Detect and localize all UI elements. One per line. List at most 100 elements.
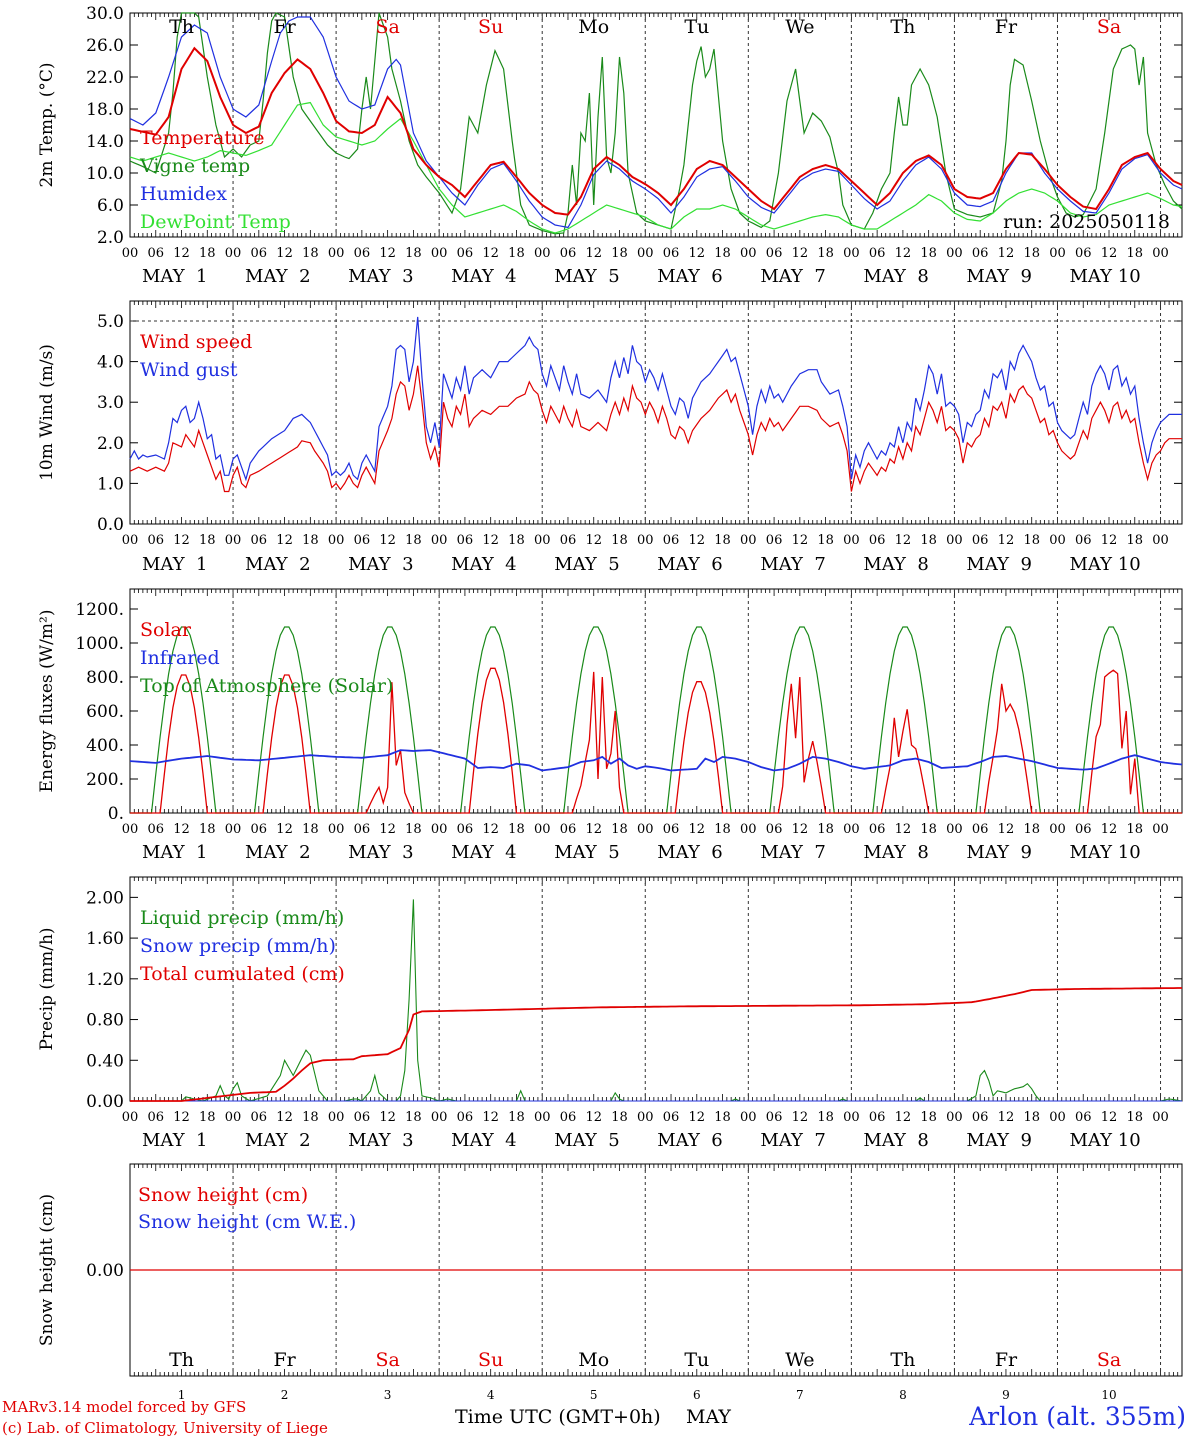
hour-label: 18 <box>405 1110 422 1125</box>
hour-label: 12 <box>689 1110 706 1125</box>
weekday-label: We <box>785 16 814 38</box>
hour-label: 00 <box>534 246 551 261</box>
day-label: MAY 10 <box>1069 842 1140 863</box>
hour-label: 12 <box>585 533 602 548</box>
hour-label: 00 <box>1049 246 1066 261</box>
hour-label: 06 <box>869 1110 886 1125</box>
weekday-label: Tu <box>684 1349 709 1371</box>
hour-label: 00 <box>1152 822 1169 837</box>
day-number: 7 <box>796 1388 804 1402</box>
y-tick-label: 0.00 <box>86 1092 124 1112</box>
day-label: MAY 7 <box>760 554 825 575</box>
hour-label: 18 <box>1023 822 1040 837</box>
hour-label: 12 <box>379 1110 396 1125</box>
legend-snow-precip-mm-h-: Snow precip (mm/h) <box>140 935 336 957</box>
hour-label: 00 <box>534 822 551 837</box>
hour-label: 12 <box>792 533 809 548</box>
hour-label: 12 <box>689 822 706 837</box>
day-label: MAY 5 <box>554 842 619 863</box>
hour-label: 00 <box>1152 246 1169 261</box>
hour-label: 06 <box>869 246 886 261</box>
weekday-label: Th <box>890 16 915 38</box>
hour-label: 00 <box>843 822 860 837</box>
hour-label: 00 <box>740 533 757 548</box>
day-label: MAY 10 <box>1069 1130 1140 1151</box>
weekday-label: Tu <box>684 16 709 38</box>
hour-label: 18 <box>714 1110 731 1125</box>
hour-label: 12 <box>689 246 706 261</box>
hour-label: 12 <box>998 246 1015 261</box>
day-label: MAY 3 <box>348 554 413 575</box>
y-tick-label: 1.0 <box>97 474 124 494</box>
day-number: 4 <box>487 1388 495 1402</box>
hour-label: 12 <box>482 1110 499 1125</box>
hour-label: 06 <box>663 822 680 837</box>
hour-label: 00 <box>1152 1110 1169 1125</box>
hour-label: 12 <box>276 246 293 261</box>
day-label: MAY 6 <box>657 842 722 863</box>
weekday-label: Su <box>478 1349 503 1371</box>
panel-wind <box>129 300 1183 525</box>
hour-label: 00 <box>740 822 757 837</box>
panel-temp <box>129 12 1183 238</box>
day-label: MAY 9 <box>966 554 1031 575</box>
day-label: MAY 9 <box>966 842 1031 863</box>
legend-temperature: Temperature <box>140 127 264 149</box>
x-axis-month: MAY <box>686 1406 731 1428</box>
hour-label: 06 <box>457 1110 474 1125</box>
hour-label: 12 <box>792 822 809 837</box>
day-label: MAY 8 <box>863 842 928 863</box>
hour-label: 06 <box>560 246 577 261</box>
day-label: MAY 9 <box>966 1130 1031 1151</box>
hour-label: 06 <box>972 246 989 261</box>
y-tick-label: 0.40 <box>86 1051 124 1071</box>
panel-frame <box>129 12 1183 238</box>
hour-label: 12 <box>276 822 293 837</box>
weekday-label: Fr <box>995 1349 1018 1371</box>
hour-label: 00 <box>740 1110 757 1125</box>
hour-label: 12 <box>173 1110 190 1125</box>
hour-label: 06 <box>251 822 268 837</box>
hour-label: 18 <box>714 533 731 548</box>
hour-label: 12 <box>895 1110 912 1125</box>
hour-label: 06 <box>766 246 783 261</box>
day-number: 6 <box>693 1388 701 1402</box>
series-vigne-temp <box>129 12 1183 235</box>
legend-solar: Solar <box>140 619 192 641</box>
hour-label: 18 <box>714 246 731 261</box>
hour-label: 12 <box>689 533 706 548</box>
day-label: MAY 1 <box>142 1130 207 1151</box>
y-tick-label: 200. <box>86 770 124 790</box>
hour-label: 18 <box>611 246 628 261</box>
hour-label: 18 <box>817 533 834 548</box>
hour-label: 12 <box>173 246 190 261</box>
y-tick-label: 26.0 <box>86 36 124 56</box>
day-label: MAY 5 <box>554 554 619 575</box>
hour-label: 06 <box>560 1110 577 1125</box>
hour-label: 18 <box>302 822 319 837</box>
day-label: MAY 10 <box>1069 266 1140 287</box>
legend-top-of-atmosphere-solar-: Top of Atmosphere (Solar) <box>140 675 393 697</box>
day-label: MAY 4 <box>451 1130 516 1151</box>
hour-label: 12 <box>998 1110 1015 1125</box>
hour-label: 06 <box>766 822 783 837</box>
weekday-label: Th <box>169 1349 194 1371</box>
hour-label: 18 <box>611 1110 628 1125</box>
x-axis-title: Time UTC (GMT+0h) <box>455 1406 661 1428</box>
weekday-label: Fr <box>995 16 1018 38</box>
hour-label: 06 <box>1075 533 1092 548</box>
day-label: MAY 1 <box>142 554 207 575</box>
hour-label: 00 <box>843 533 860 548</box>
hour-label: 00 <box>946 1110 963 1125</box>
hour-label: 12 <box>173 822 190 837</box>
day-label: MAY 5 <box>554 1130 619 1151</box>
y-tick-label: 4.0 <box>97 353 124 373</box>
hour-label: 06 <box>663 533 680 548</box>
hour-label: 18 <box>920 246 937 261</box>
hour-label: 06 <box>972 822 989 837</box>
hour-label: 18 <box>920 822 937 837</box>
hour-label: 18 <box>199 533 216 548</box>
hour-label: 00 <box>328 533 345 548</box>
hour-label: 18 <box>1023 246 1040 261</box>
y-tick-label: 0.80 <box>86 1011 124 1031</box>
